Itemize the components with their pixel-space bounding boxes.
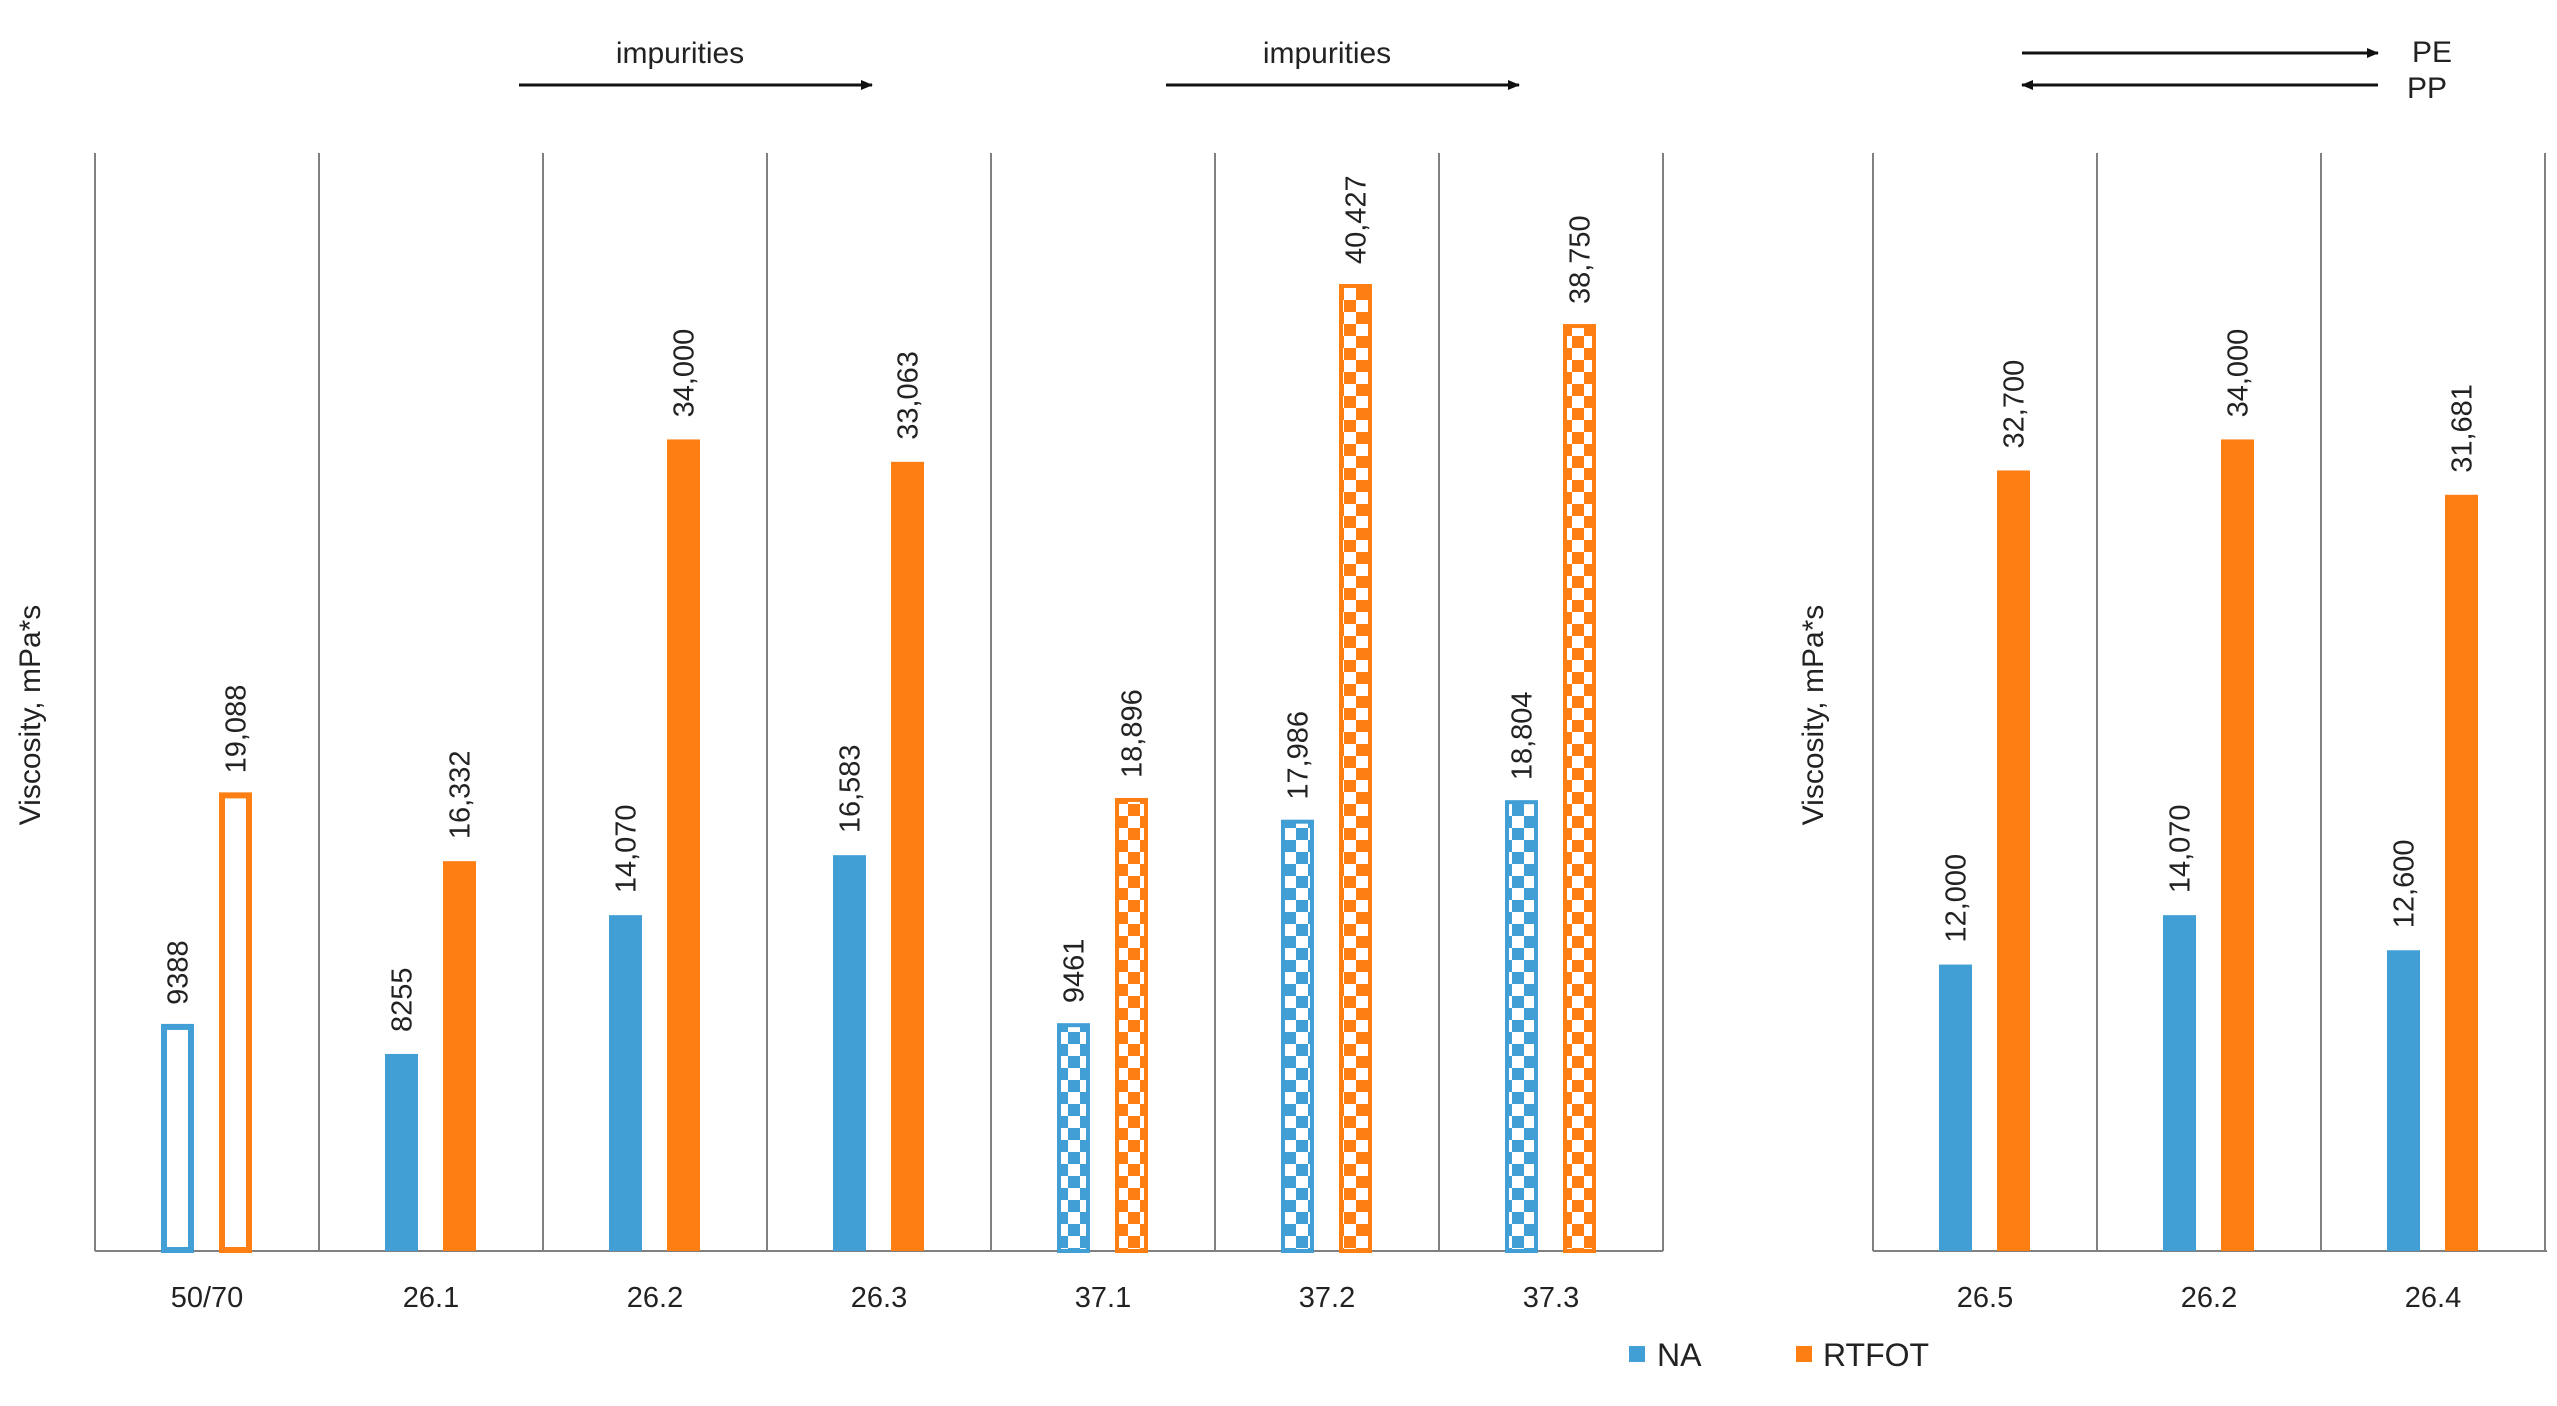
pe-arrow: PE [2022,36,2452,69]
legend-label-na: NA [1657,1337,1702,1373]
pp-label: PP [2407,72,2447,105]
x-tick-label: 26.2 [627,1282,683,1314]
x-tick-label: 37.1 [1075,1282,1131,1314]
data-label-rtfot: 34,000 [669,329,701,418]
data-label-rtfot: 34,000 [2223,329,2255,418]
impurities-label-2: impurities [1263,37,1391,70]
data-label-rtfot: 38,750 [1565,215,1597,304]
x-tick-label: 26.2 [2181,1282,2237,1314]
x-tick-label: 26.3 [851,1282,907,1314]
bar-na [609,915,642,1251]
x-tick-label: 37.3 [1523,1282,1579,1314]
data-label-na: 8255 [387,967,419,1032]
data-label-na: 14,070 [611,804,643,893]
chart-panel-1: 50/70 9388 19,088 26.1 8255 16,332 26.2 14,070 3… [94,153,1664,1314]
data-label-rtfot: 33,063 [893,351,925,440]
legend: NA RTFOT [1629,1337,1929,1373]
data-label-na: 17,986 [1283,711,1315,800]
bar-na [1281,819,1314,1253]
data-label-na: 12,600 [2389,840,2421,929]
y-axis-label-right: Viscosity, mPa*s [1797,605,1830,826]
bar-na [385,1053,418,1251]
data-label-rtfot: 31,681 [2447,384,2479,473]
legend-swatch-rtfot [1796,1346,1812,1362]
plot-layer: 50/70 9388 19,088 26.1 8255 16,332 26.2 14,070 3… [94,153,2547,1314]
data-label-na: 12,000 [1941,854,1973,943]
bar-rtfot [2221,439,2254,1251]
legend-label-rtfot: RTFOT [1823,1337,1929,1373]
bar-rtfot [219,792,252,1253]
data-label-rtfot: 40,427 [1341,175,1373,264]
data-label-rtfot: 32,700 [1999,360,2031,449]
pp-arrow: PP [2021,72,2447,105]
y-axis-label-left: Viscosity, mPa*s [14,605,47,826]
bar-rtfot [891,461,924,1252]
impurities-label-1: impurities [616,37,744,70]
bar-rtfot [2445,494,2478,1251]
data-label-na: 18,804 [1507,691,1539,780]
bar-na [1057,1023,1090,1253]
x-tick-label: 26.5 [1957,1282,2013,1314]
bar-rtfot [443,861,476,1251]
impurities-arrow-1: impurities [519,37,873,90]
data-label-rtfot: 19,088 [221,685,253,774]
bar-rtfot [1115,797,1148,1253]
x-tick-label: 26.1 [403,1282,459,1314]
x-tick-label: 26.4 [2405,1282,2461,1314]
bar-rtfot [1563,324,1596,1254]
data-label-rtfot: 18,896 [1117,689,1149,778]
bar-rtfot [1339,284,1372,1253]
bar-rtfot [667,439,700,1251]
data-label-na: 14,070 [2165,804,2197,893]
impurities-arrow-2: impurities [1166,37,1520,90]
data-label-na: 16,583 [835,744,867,833]
bar-na [2163,915,2196,1251]
bar-na [1505,800,1538,1253]
bar-na [2387,950,2420,1251]
data-label-na: 9388 [163,940,195,1005]
bar-rtfot [1997,470,2030,1251]
chart-panel-2: 26.5 12,000 32,700 26.2 14,070 34,000 26.4 12,6… [1872,153,2547,1314]
x-tick-label: 50/70 [171,1282,244,1314]
bar-na [833,855,866,1251]
bar-na [1939,964,1972,1251]
data-label-rtfot: 16,332 [445,750,477,839]
pe-label: PE [2412,36,2452,69]
x-tick-label: 37.2 [1299,1282,1355,1314]
data-label-na: 9461 [1059,939,1091,1004]
legend-swatch-na [1629,1346,1645,1362]
bar-na [161,1023,194,1253]
